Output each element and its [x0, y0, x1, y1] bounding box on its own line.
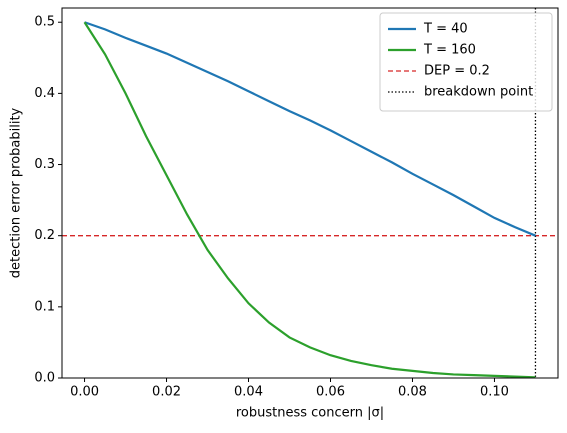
x-tick-label: 0.04 — [234, 385, 263, 400]
x-tick-label: 0.00 — [70, 385, 99, 400]
x-tick-label: 0.02 — [152, 385, 181, 400]
x-tick-label: 0.06 — [316, 385, 345, 400]
x-tick-label: 0.10 — [480, 385, 509, 400]
plot-frame — [61, 7, 559, 379]
legend-label: DEP = 0.2 — [424, 64, 490, 79]
x-axis-label: robustness concern |σ| — [236, 406, 384, 421]
series-line — [84, 21, 536, 237]
x-tick-label: 0.08 — [398, 385, 427, 400]
legend-label: breakdown point — [424, 85, 533, 100]
y-tick-label: 0.2 — [34, 228, 55, 243]
legend-label: T = 40 — [423, 22, 468, 37]
y-tick-label: 0.3 — [34, 157, 55, 172]
y-axis-label: detection error probability — [9, 107, 24, 278]
y-tick-label: 0.5 — [34, 15, 55, 30]
legend-box — [379, 12, 553, 112]
y-tick-label: 0.1 — [34, 299, 55, 314]
y-tick-label: 0.4 — [34, 86, 55, 101]
y-tick-label: 0.0 — [34, 371, 55, 386]
series-line — [83, 21, 536, 379]
legend-label: T = 160 — [423, 43, 476, 58]
